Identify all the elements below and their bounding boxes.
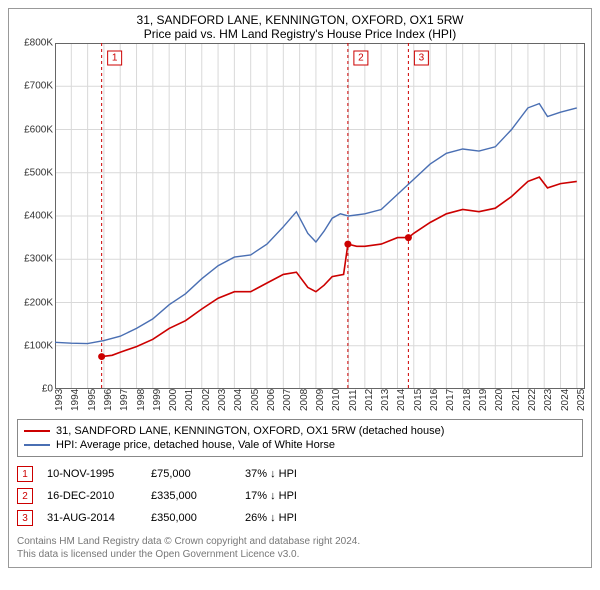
y-tick-label: £500K	[24, 167, 53, 178]
x-tick-label: 2008	[299, 389, 301, 411]
x-tick-label: 2022	[527, 389, 529, 411]
x-tick-label: 1999	[152, 389, 154, 411]
y-tick-label: £200K	[24, 297, 53, 308]
svg-text:3: 3	[419, 53, 425, 64]
event-delta: 17% ↓ HPI	[245, 490, 297, 502]
event-table: 1 10-NOV-1995 £75,000 37% ↓ HPI 2 16-DEC-2010…	[17, 463, 583, 529]
chart-container: 31, SANDFORD LANE, KENNINGTON, OXFORD, O…	[8, 8, 592, 568]
y-tick-label: £600K	[24, 124, 53, 135]
y-tick-label: £0	[42, 384, 53, 395]
event-date: 16-DEC-2010	[47, 490, 137, 502]
x-tick-label: 1993	[54, 389, 56, 411]
x-tick-label: 2019	[478, 389, 480, 411]
event-badge: 2	[17, 488, 33, 504]
x-tick-label: 2011	[348, 389, 350, 411]
event-row: 3 31-AUG-2014 £350,000 26% ↓ HPI	[17, 507, 583, 529]
event-delta: 37% ↓ HPI	[245, 468, 297, 480]
x-tick-label: 2012	[364, 389, 366, 411]
x-tick-label: 2020	[494, 389, 496, 411]
x-tick-label: 2001	[184, 389, 186, 411]
event-badge: 1	[17, 466, 33, 482]
chart-title-sub: Price paid vs. HM Land Registry's House …	[13, 27, 587, 41]
footnote-line: This data is licensed under the Open Gov…	[17, 548, 583, 561]
x-tick-label: 2017	[445, 389, 447, 411]
x-tick-label: 1998	[136, 389, 138, 411]
event-date: 10-NOV-1995	[47, 468, 137, 480]
x-tick-label: 2021	[511, 389, 513, 411]
y-tick-label: £100K	[24, 340, 53, 351]
x-tick-label: 2018	[462, 389, 464, 411]
event-price: £75,000	[151, 468, 231, 480]
svg-text:1: 1	[112, 53, 118, 64]
legend-swatch	[24, 444, 50, 446]
x-tick-label: 2004	[233, 389, 235, 411]
x-tick-label: 2013	[380, 389, 382, 411]
x-tick-label: 2007	[282, 389, 284, 411]
legend-swatch	[24, 430, 50, 432]
x-tick-label: 2006	[266, 389, 268, 411]
event-price: £335,000	[151, 490, 231, 502]
legend-item: 31, SANDFORD LANE, KENNINGTON, OXFORD, O…	[24, 424, 576, 438]
x-tick-label: 1994	[70, 389, 72, 411]
x-axis-labels: 1993 1994 1995 1996 1997 1998 1999 2000 2001 2002…	[55, 389, 585, 413]
event-row: 2 16-DEC-2010 £335,000 17% ↓ HPI	[17, 485, 583, 507]
legend: 31, SANDFORD LANE, KENNINGTON, OXFORD, O…	[17, 419, 583, 457]
event-row: 1 10-NOV-1995 £75,000 37% ↓ HPI	[17, 463, 583, 485]
event-price: £350,000	[151, 512, 231, 524]
x-tick-label: 2009	[315, 389, 317, 411]
x-tick-label: 2002	[201, 389, 203, 411]
x-tick-label: 1996	[103, 389, 105, 411]
legend-label: 31, SANDFORD LANE, KENNINGTON, OXFORD, O…	[56, 425, 444, 437]
event-date: 31-AUG-2014	[47, 512, 137, 524]
chart-title-address: 31, SANDFORD LANE, KENNINGTON, OXFORD, O…	[13, 13, 587, 27]
x-tick-label: 2024	[560, 389, 562, 411]
chart-titles: 31, SANDFORD LANE, KENNINGTON, OXFORD, O…	[9, 9, 591, 43]
x-tick-label: 2003	[217, 389, 219, 411]
x-tick-label: 2000	[168, 389, 170, 411]
x-tick-label: 2015	[413, 389, 415, 411]
plot-area: £0£100K£200K£300K£400K£500K£600K£700K£80…	[9, 43, 591, 413]
legend-item: HPI: Average price, detached house, Vale…	[24, 438, 576, 452]
footnote: Contains HM Land Registry data © Crown c…	[17, 535, 583, 561]
x-tick-label: 2005	[250, 389, 252, 411]
footnote-line: Contains HM Land Registry data © Crown c…	[17, 535, 583, 548]
x-tick-label: 1997	[119, 389, 121, 411]
x-tick-label: 2010	[331, 389, 333, 411]
y-tick-label: £800K	[24, 38, 53, 49]
x-tick-label: 1995	[87, 389, 89, 411]
y-tick-label: £300K	[24, 254, 53, 265]
y-tick-label: £400K	[24, 211, 53, 222]
event-badge: 3	[17, 510, 33, 526]
x-tick-label: 2025	[576, 389, 578, 411]
y-axis-labels: £0£100K£200K£300K£400K£500K£600K£700K£80…	[9, 43, 55, 389]
x-tick-label: 2023	[543, 389, 545, 411]
event-delta: 26% ↓ HPI	[245, 512, 297, 524]
chart-svg: 1 2 3	[55, 43, 585, 389]
x-tick-label: 2016	[429, 389, 431, 411]
x-tick-label: 2014	[396, 389, 398, 411]
y-tick-label: £700K	[24, 81, 53, 92]
legend-label: HPI: Average price, detached house, Vale…	[56, 439, 335, 451]
svg-text:2: 2	[358, 53, 364, 64]
